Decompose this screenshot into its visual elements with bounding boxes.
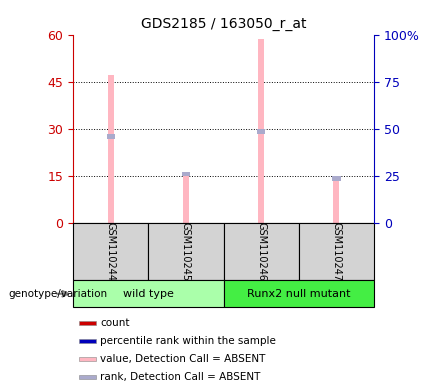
Bar (79, 375, 96, 379)
Text: GSM110247: GSM110247 (332, 222, 341, 281)
Text: value, Detection Call = ABSENT: value, Detection Call = ABSENT (100, 354, 266, 364)
Title: GDS2185 / 163050_r_at: GDS2185 / 163050_r_at (141, 17, 306, 31)
Text: rank, Detection Call = ABSENT: rank, Detection Call = ABSENT (100, 372, 261, 382)
Text: Runx2 null mutant: Runx2 null mutant (247, 289, 350, 299)
Bar (224, 280, 374, 307)
Bar (73, 223, 148, 280)
Bar (334, 179, 340, 223)
Bar (182, 172, 190, 177)
Bar (79, 339, 96, 343)
Bar (108, 75, 114, 223)
Bar (299, 223, 374, 280)
Bar (258, 39, 264, 223)
Text: percentile rank within the sample: percentile rank within the sample (100, 336, 276, 346)
Bar (79, 357, 96, 361)
Bar (79, 321, 96, 325)
Text: GSM110244: GSM110244 (106, 222, 116, 281)
Bar (332, 177, 341, 181)
Bar (224, 223, 299, 280)
Bar (148, 223, 224, 280)
Text: GSM110246: GSM110246 (256, 222, 266, 281)
Bar (257, 129, 265, 134)
Bar (107, 134, 115, 139)
Bar (183, 174, 189, 223)
Bar (73, 280, 224, 307)
Text: genotype/variation: genotype/variation (9, 289, 108, 299)
Text: wild type: wild type (123, 289, 174, 299)
Text: count: count (100, 318, 130, 328)
Text: GSM110245: GSM110245 (181, 222, 191, 281)
